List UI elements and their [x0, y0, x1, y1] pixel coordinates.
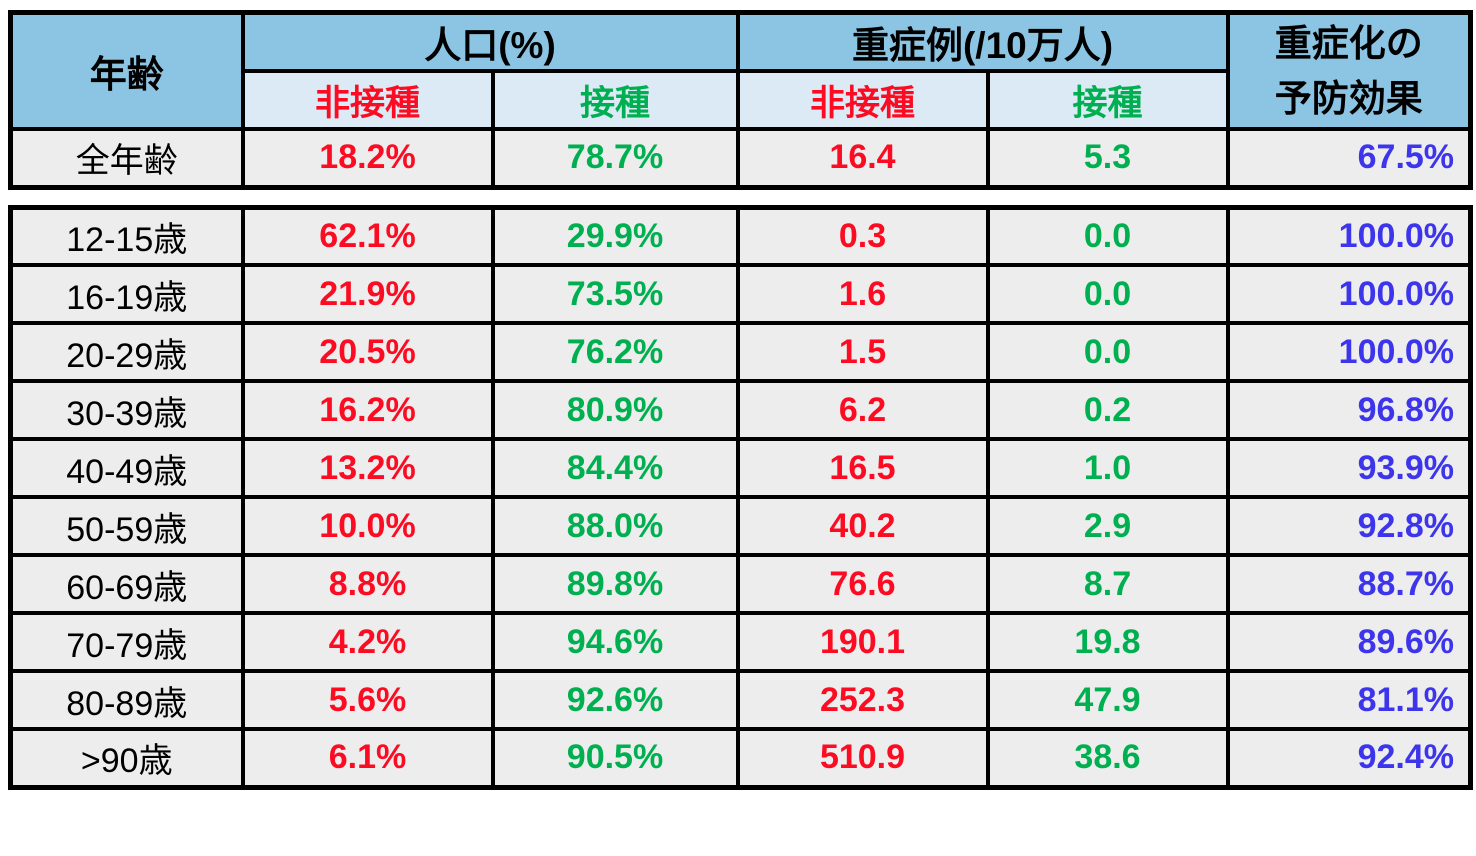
pop-vax-cell: 76.2%: [490, 321, 740, 383]
table-row: 70-79歳 4.2% 94.6% 190.1 19.8 89.6%: [8, 611, 1473, 673]
effect-cell: 96.8%: [1225, 379, 1473, 441]
population-group-header: 人口(%): [240, 10, 740, 73]
pop-vax-cell: 84.4%: [490, 437, 740, 499]
effect-cell: 67.5%: [1225, 127, 1473, 189]
severe-unvax-cell: 1.6: [735, 263, 990, 325]
severe-vaccinated-subheader: 接種: [985, 69, 1230, 131]
table-row: >90歳 6.1% 90.5% 510.9 38.6 92.4%: [8, 727, 1473, 789]
pop-unvax-cell: 18.2%: [240, 127, 495, 189]
table-page: 年齢 人口(%) 重症例(/10万人) 重症化の 予防効果 非接種 接種 非接種…: [8, 10, 1474, 790]
severe-vax-cell: 2.9: [985, 495, 1230, 557]
severe-vax-cell: 8.7: [985, 553, 1230, 615]
pop-unvax-cell: 13.2%: [240, 437, 495, 499]
pop-vax-cell: 29.9%: [490, 205, 740, 267]
effect-column-header: 重症化の 予防効果: [1225, 10, 1473, 131]
pop-vax-cell: 78.7%: [490, 127, 740, 189]
effect-header-line1: 重症化の: [1274, 22, 1423, 64]
table-row: 40-49歳 13.2% 84.4% 16.5 1.0 93.9%: [8, 437, 1473, 499]
table-row: 30-39歳 16.2% 80.9% 6.2 0.2 96.8%: [8, 379, 1473, 441]
severe-unvax-cell: 252.3: [735, 669, 990, 731]
age-column-header: 年齢: [8, 10, 245, 131]
effect-cell: 100.0%: [1225, 321, 1473, 383]
severe-unvaccinated-subheader: 非接種: [735, 69, 990, 131]
severe-unvax-cell: 16.4: [735, 127, 990, 189]
pop-unvax-cell: 5.6%: [240, 669, 495, 731]
age-cell: >90歳: [8, 727, 245, 789]
severe-unvax-cell: 190.1: [735, 611, 990, 673]
all-ages-row: 全年齢 18.2% 78.7% 16.4 5.3 67.5%: [8, 127, 1473, 189]
severe-vax-cell: 5.3: [985, 127, 1230, 189]
effect-cell: 81.1%: [1225, 669, 1473, 731]
age-cell: 60-69歳: [8, 553, 245, 615]
population-vaccinated-subheader: 接種: [490, 69, 740, 131]
pop-vax-cell: 80.9%: [490, 379, 740, 441]
effect-cell: 92.4%: [1225, 727, 1473, 789]
pop-unvax-cell: 6.1%: [240, 727, 495, 789]
age-cell: 12-15歳: [8, 205, 245, 267]
effect-cell: 89.6%: [1225, 611, 1473, 673]
severe-vax-cell: 19.8: [985, 611, 1230, 673]
pop-unvax-cell: 16.2%: [240, 379, 495, 441]
effect-cell: 92.8%: [1225, 495, 1473, 557]
age-cell: 30-39歳: [8, 379, 245, 441]
pop-unvax-cell: 10.0%: [240, 495, 495, 557]
severe-unvax-cell: 1.5: [735, 321, 990, 383]
pop-vax-cell: 90.5%: [490, 727, 740, 789]
severe-vax-cell: 0.0: [985, 263, 1230, 325]
pop-vax-cell: 73.5%: [490, 263, 740, 325]
age-cell: 16-19歳: [8, 263, 245, 325]
header-and-all-ages-table: 年齢 人口(%) 重症例(/10万人) 重症化の 予防効果 非接種 接種 非接種…: [8, 10, 1474, 190]
pop-unvax-cell: 21.9%: [240, 263, 495, 325]
severe-cases-group-header: 重症例(/10万人): [735, 10, 1230, 73]
severe-unvax-cell: 0.3: [735, 205, 990, 267]
severe-vax-cell: 0.0: [985, 321, 1230, 383]
severe-vax-cell: 0.2: [985, 379, 1230, 441]
effect-cell: 88.7%: [1225, 553, 1473, 615]
pop-vax-cell: 88.0%: [490, 495, 740, 557]
table-row: 50-59歳 10.0% 88.0% 40.2 2.9 92.8%: [8, 495, 1473, 557]
age-groups-table: 12-15歳 62.1% 29.9% 0.3 0.0 100.0% 16-19歳…: [8, 204, 1473, 790]
pop-unvax-cell: 20.5%: [240, 321, 495, 383]
age-cell: 50-59歳: [8, 495, 245, 557]
effect-cell: 100.0%: [1225, 263, 1473, 325]
table-row: 20-29歳 20.5% 76.2% 1.5 0.0 100.0%: [8, 321, 1473, 383]
pop-vax-cell: 94.6%: [490, 611, 740, 673]
table-section-gap: [8, 190, 1468, 205]
severe-vax-cell: 1.0: [985, 437, 1230, 499]
severe-unvax-cell: 40.2: [735, 495, 990, 557]
pop-vax-cell: 92.6%: [490, 669, 740, 731]
severe-unvax-cell: 6.2: [735, 379, 990, 441]
table-row: 16-19歳 21.9% 73.5% 1.6 0.0 100.0%: [8, 263, 1473, 325]
age-cell: 40-49歳: [8, 437, 245, 499]
severe-unvax-cell: 16.5: [735, 437, 990, 499]
severe-vax-cell: 38.6: [985, 727, 1230, 789]
table-row: 60-69歳 8.8% 89.8% 76.6 8.7 88.7%: [8, 553, 1473, 615]
severe-unvax-cell: 76.6: [735, 553, 990, 615]
pop-unvax-cell: 4.2%: [240, 611, 495, 673]
age-cell: 20-29歳: [8, 321, 245, 383]
pop-vax-cell: 89.8%: [490, 553, 740, 615]
severe-vax-cell: 47.9: [985, 669, 1230, 731]
pop-unvax-cell: 8.8%: [240, 553, 495, 615]
age-cell: 全年齢: [8, 127, 245, 189]
severe-vax-cell: 0.0: [985, 205, 1230, 267]
effect-cell: 93.9%: [1225, 437, 1473, 499]
table-row: 80-89歳 5.6% 92.6% 252.3 47.9 81.1%: [8, 669, 1473, 731]
pop-unvax-cell: 62.1%: [240, 205, 495, 267]
age-cell: 70-79歳: [8, 611, 245, 673]
effect-cell: 100.0%: [1225, 205, 1473, 267]
population-unvaccinated-subheader: 非接種: [240, 69, 495, 131]
age-cell: 80-89歳: [8, 669, 245, 731]
table-row: 12-15歳 62.1% 29.9% 0.3 0.0 100.0%: [8, 205, 1473, 267]
severe-unvax-cell: 510.9: [735, 727, 990, 789]
effect-header-line2: 予防効果: [1274, 78, 1423, 119]
